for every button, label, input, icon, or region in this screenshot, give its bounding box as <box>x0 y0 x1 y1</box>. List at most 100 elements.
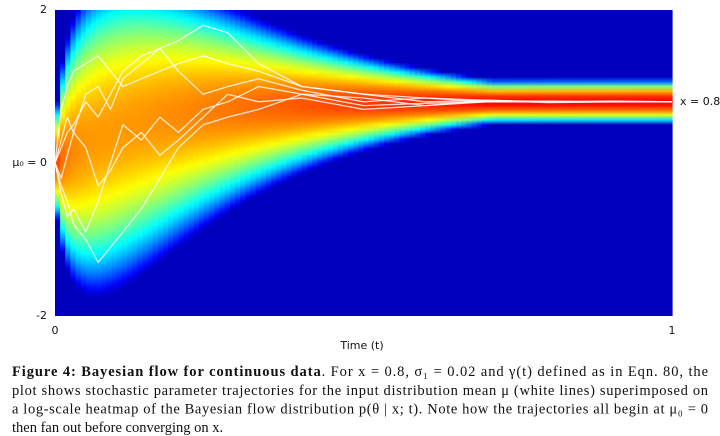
heatmap-column <box>147 10 154 316</box>
heatmap-column <box>615 10 622 316</box>
heatmap-column <box>646 10 653 316</box>
heatmap-column <box>209 10 215 316</box>
heatmap-column <box>399 10 406 316</box>
heatmap-column <box>420 10 426 316</box>
heatmap-column <box>651 10 658 316</box>
heatmap-column <box>142 10 149 316</box>
heatmap-column <box>229 10 236 316</box>
heatmap-column <box>414 10 421 316</box>
heatmap-column <box>471 10 478 316</box>
heatmap-column <box>255 10 262 316</box>
heatmap-column <box>348 10 354 316</box>
heatmap-column <box>322 10 329 316</box>
heatmap-column <box>312 10 318 316</box>
heatmap-column <box>327 10 334 316</box>
heatmap-column <box>538 10 545 316</box>
heatmap-column <box>234 10 241 316</box>
trajectory <box>54 85 672 233</box>
heatmap-column <box>409 10 416 316</box>
heatmap-column <box>440 10 447 316</box>
heatmap-column <box>157 10 164 316</box>
heatmap-column <box>137 10 144 316</box>
x-tick-label: 1 <box>669 324 676 337</box>
heatmap-column <box>260 10 267 316</box>
heatmap-column <box>80 10 87 316</box>
trajectory <box>54 24 672 164</box>
heatmap-column <box>75 10 82 316</box>
heatmap-column <box>250 10 257 316</box>
caption-line: Figure 4: Bayesian flow for continuous d… <box>12 364 708 380</box>
y-tick-label: 2 <box>40 3 47 16</box>
heatmap-column <box>636 10 642 316</box>
heatmap-column <box>276 10 282 316</box>
heatmap-column <box>132 10 138 316</box>
x-tick-label: 0 <box>52 324 59 337</box>
heatmap-column <box>661 10 668 316</box>
caption-line: plot shows stochastic parameter trajecto… <box>12 383 709 399</box>
heatmap-column <box>507 10 514 316</box>
heatmap-column <box>353 10 359 316</box>
heatmap-column <box>193 10 200 316</box>
caption-line: a log-scale heatmap of the Bayesian flow… <box>12 401 708 417</box>
heatmap-column <box>589 10 596 316</box>
heatmap-column <box>188 10 195 316</box>
x-axis-label: Time (t) <box>339 339 383 352</box>
heatmap-column <box>378 10 385 316</box>
heatmap-column <box>569 10 575 316</box>
heatmap-column <box>90 10 97 316</box>
heatmap-column <box>162 10 169 316</box>
heatmap-column <box>610 10 617 316</box>
heatmap-column <box>548 10 555 316</box>
heatmap-column <box>630 10 637 316</box>
heatmap-column <box>584 10 591 316</box>
heatmap-column <box>641 10 647 316</box>
heatmap-column <box>620 10 627 316</box>
trajectory <box>54 93 672 264</box>
heatmap-column <box>106 10 113 316</box>
heatmap-column <box>214 10 221 316</box>
heatmap-column <box>517 10 524 316</box>
heatmap-column <box>286 10 293 316</box>
caption-text: . For x = 0.8, σ₁ = 0.02 and γ(t) define… <box>322 364 708 380</box>
heatmap-column <box>85 10 92 316</box>
heatmap-column <box>337 10 344 316</box>
heatmap-column <box>116 10 123 316</box>
caption-heading: Figure 4: Bayesian flow for continuous d… <box>12 364 321 380</box>
caption-line: then fan out before converging on x. <box>12 420 223 436</box>
heatmap-column <box>70 10 77 316</box>
heatmap-column <box>204 10 210 316</box>
heatmap-column <box>363 10 370 316</box>
heatmap-column <box>533 10 539 316</box>
heatmap-column <box>558 10 565 316</box>
heatmap-column <box>101 10 108 316</box>
heatmap-column <box>126 10 133 316</box>
heatmap-column <box>178 10 185 316</box>
heatmap-column <box>96 10 102 316</box>
heatmap-column <box>384 10 390 316</box>
heatmap-column <box>168 10 174 316</box>
heatmap-column <box>625 10 632 316</box>
heatmap-column <box>332 10 339 316</box>
heatmap-column <box>240 10 246 316</box>
heatmap-column <box>450 10 457 316</box>
heatmap-column <box>317 10 323 316</box>
heatmap-column <box>291 10 298 316</box>
heatmap-column <box>497 10 503 316</box>
heatmap-column <box>265 10 272 316</box>
target-label: x = 0.8 <box>680 95 720 108</box>
heatmap-column <box>389 10 395 316</box>
heatmap-column <box>594 10 601 316</box>
heatmap-column <box>430 10 437 316</box>
heatmap-column <box>543 10 550 316</box>
y-tick-label: -2 <box>36 309 47 322</box>
heatmap-column <box>121 10 128 316</box>
heatmap-column <box>456 10 462 316</box>
heatmap-column <box>528 10 534 316</box>
heatmap-column <box>224 10 231 316</box>
heatmap-column <box>435 10 442 316</box>
heatmap-column <box>55 10 61 316</box>
heatmap-column <box>373 10 380 316</box>
heatmap-column <box>301 10 308 316</box>
